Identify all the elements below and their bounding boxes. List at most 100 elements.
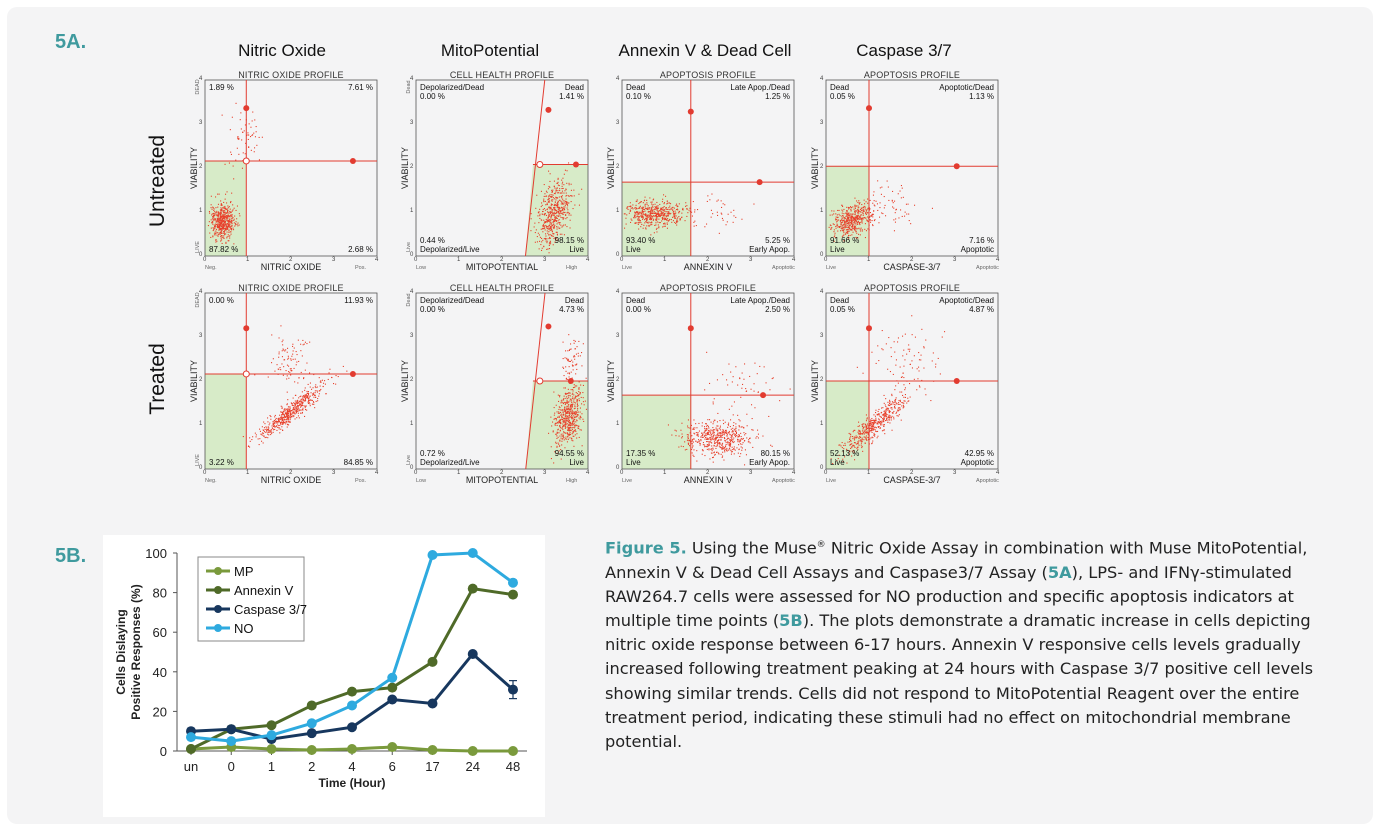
cell-event-dot <box>544 193 546 195</box>
cell-event-dot <box>737 436 739 438</box>
cell-event-dot <box>638 203 640 205</box>
cell-event-dot <box>857 201 859 203</box>
cell-event-dot <box>582 418 584 420</box>
cell-event-dot <box>300 406 302 408</box>
gate-center-handle[interactable] <box>242 157 250 165</box>
cell-event-dot <box>241 167 243 169</box>
gate-handle[interactable] <box>545 106 552 113</box>
cell-event-dot <box>561 183 563 185</box>
gate-handle[interactable] <box>866 105 872 112</box>
gate-handle[interactable] <box>756 179 763 186</box>
cell-event-dot <box>646 208 648 210</box>
x-tick-label: 4 <box>792 257 796 263</box>
cell-event-dot <box>563 202 565 204</box>
cell-event-dot <box>670 207 672 209</box>
cell-event-dot <box>891 200 893 202</box>
cell-event-dot <box>865 431 867 433</box>
cell-event-dot <box>670 212 672 214</box>
cell-event-dot <box>564 393 566 395</box>
cell-event-dot <box>563 184 565 186</box>
cell-event-dot <box>858 200 860 202</box>
cell-event-dot <box>881 414 883 416</box>
gate-handle[interactable] <box>349 157 356 164</box>
cell-event-dot <box>282 412 284 414</box>
cell-event-dot <box>230 221 232 223</box>
cell-event-dot <box>890 356 892 358</box>
cell-event-dot <box>854 226 856 228</box>
cell-event-dot <box>551 200 553 202</box>
gate-handle[interactable] <box>687 108 694 115</box>
cell-event-dot <box>733 215 735 217</box>
cell-event-dot <box>728 408 730 410</box>
cell-event-dot <box>711 433 713 435</box>
cell-event-dot <box>937 357 939 359</box>
cell-event-dot <box>561 226 563 228</box>
cell-event-dot <box>863 217 865 219</box>
gate-handle[interactable] <box>349 370 356 377</box>
cell-event-dot <box>708 448 710 450</box>
cell-event-dot <box>847 229 849 231</box>
quadrant-percent-tl: 1.89 % <box>209 83 234 92</box>
cell-event-dot <box>296 401 298 403</box>
cell-event-dot <box>254 119 256 121</box>
cell-event-dot <box>847 237 849 239</box>
cell-event-dot <box>552 430 554 432</box>
cell-event-dot <box>233 219 235 221</box>
vertical-gate-line[interactable] <box>524 79 546 257</box>
cell-event-dot <box>731 439 733 441</box>
cell-event-dot <box>881 411 883 413</box>
cell-event-dot <box>568 195 570 197</box>
cell-event-dot <box>636 208 638 210</box>
gate-handle[interactable] <box>243 325 250 332</box>
cell-event-dot <box>874 421 876 423</box>
cell-event-dot <box>730 211 732 213</box>
cell-event-dot <box>855 227 857 229</box>
cell-event-dot <box>869 431 871 433</box>
cell-event-dot <box>546 248 548 250</box>
cell-event-dot <box>745 388 747 390</box>
gate-center-handle[interactable] <box>242 370 250 378</box>
cell-event-dot <box>753 203 755 205</box>
gate-handle[interactable] <box>760 392 767 399</box>
cell-event-dot <box>302 401 304 403</box>
cell-event-dot <box>291 403 293 405</box>
cell-event-dot <box>238 224 240 226</box>
gate-center-handle[interactable] <box>536 377 544 385</box>
cell-event-dot <box>555 433 557 435</box>
cell-event-dot <box>244 124 246 126</box>
gate-handle[interactable] <box>953 163 960 170</box>
cell-event-dot <box>852 215 854 217</box>
gate-handle[interactable] <box>572 161 579 168</box>
cell-event-dot <box>298 408 300 410</box>
cell-event-dot <box>565 402 567 404</box>
cell-event-dot <box>295 364 297 366</box>
cell-event-dot <box>882 420 884 422</box>
cell-event-dot <box>854 229 856 231</box>
cell-event-dot <box>717 442 719 444</box>
cell-event-dot <box>716 441 718 443</box>
y-tick-label: 80 <box>153 586 167 601</box>
cell-event-dot <box>217 219 219 221</box>
gate-handle[interactable] <box>953 378 960 384</box>
cell-event-dot <box>879 415 881 417</box>
cell-event-dot <box>275 417 277 419</box>
gate-handle[interactable] <box>866 325 872 332</box>
cell-event-dot <box>272 424 274 426</box>
cell-event-dot <box>720 429 722 431</box>
cell-event-dot <box>638 219 640 221</box>
gate-handle[interactable] <box>243 105 250 112</box>
gate-center-handle[interactable] <box>536 160 544 168</box>
cell-event-dot <box>568 425 570 427</box>
cell-event-dot <box>883 425 885 427</box>
cell-event-dot <box>740 426 742 428</box>
cell-event-dot <box>869 219 871 221</box>
cell-event-dot <box>576 433 578 435</box>
gate-handle[interactable] <box>687 325 694 332</box>
x-tick-label: 2 <box>500 257 504 263</box>
cell-event-dot <box>880 422 882 424</box>
cell-event-dot <box>208 221 210 223</box>
cell-event-dot <box>548 244 550 246</box>
cell-event-dot <box>547 211 549 213</box>
gate-handle[interactable] <box>545 323 552 330</box>
gate-handle[interactable] <box>567 378 574 384</box>
